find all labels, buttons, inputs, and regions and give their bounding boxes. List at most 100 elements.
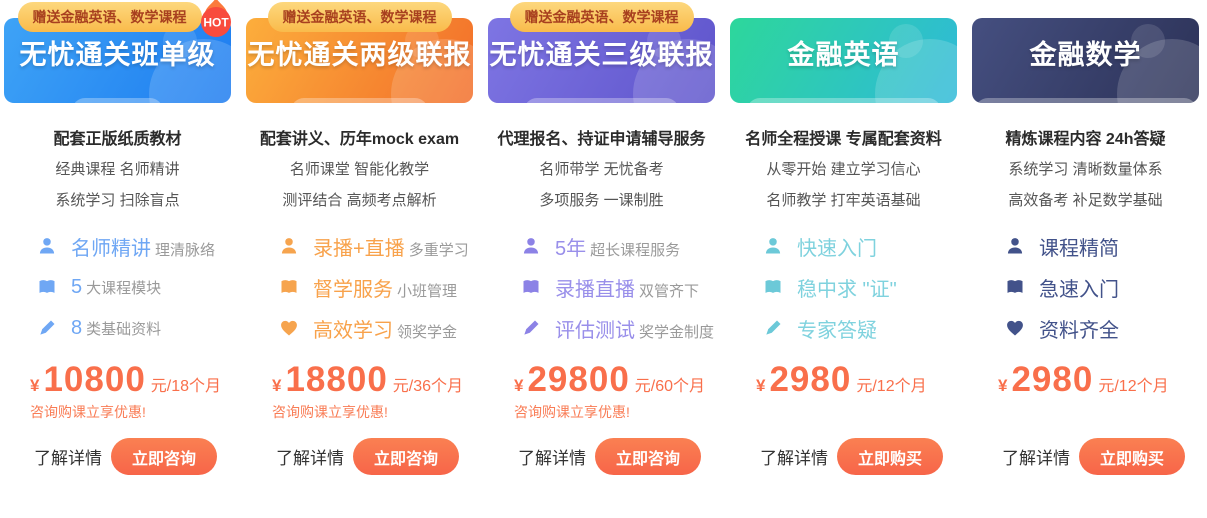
benefit-text: 理清脉络 (155, 241, 216, 259)
benefit-list: 名师精讲 理清脉络 5 大课程模块 8 类基础资料 (4, 232, 231, 342)
currency-symbol: ¥ (30, 376, 40, 395)
cta-button[interactable]: 立即咨询 (594, 438, 701, 475)
card-subtitle-badge: L1/L2任选 (72, 98, 163, 103)
benefit-row: 资料齐全 (1004, 314, 1199, 342)
card-subtitle-badge: 赠配套讲义、CFA重点词汇 (746, 98, 941, 103)
gift-badge: 赠送金融英语、数学课程 (267, 2, 452, 32)
user-icon (278, 235, 300, 257)
book-icon (36, 276, 58, 298)
currency-symbol: ¥ (756, 376, 766, 395)
benefit-text: 领奖学金 (397, 323, 458, 341)
details-link[interactable]: 了解详情 (1002, 449, 1070, 468)
feature-line-bold: 精炼课程内容 24h答疑 (1005, 131, 1166, 148)
promo-note (972, 402, 1199, 422)
benefit-row: 5年 超长课程服务 (520, 232, 715, 260)
price-unit: 元/12个月 (856, 378, 927, 395)
benefit-text: 大课程模块 (86, 279, 162, 297)
cta-button[interactable]: 立即购买 (1078, 438, 1185, 475)
benefit-row: 录播直播 双管齐下 (520, 273, 715, 301)
feature-line: 名师带学 无忧备考 (539, 161, 664, 178)
feature-line: 名师教学 打牢英语基础 (766, 192, 921, 209)
benefit-list: 5年 超长课程服务 录播直播 双管齐下 评估测试 奖学金制度 (488, 232, 715, 342)
price: ¥ 2980 元/12个月 (972, 360, 1199, 400)
feature-line: 测评结合 高频考点解析 (282, 192, 437, 209)
benefit-row: 高效学习 领奖学金 (278, 314, 473, 342)
benefit-list: 快速入门 稳中求 "证" 专家答疑 (730, 232, 957, 342)
card-subtitle-badge: L1~L3全科 一课制胜 (524, 98, 679, 103)
user-icon (520, 235, 542, 257)
promo-note: 咨询购课立享优惠! (514, 404, 630, 420)
price-unit: 元/60个月 (634, 378, 706, 395)
benefit-text: 超长课程服务 (590, 241, 681, 259)
benefit-accent: 评估测试 (555, 319, 635, 342)
course-card: 赠送金融英语、数学课程 无忧通关两级联报 L1+L2联报更优惠 配套讲义、历年m… (246, 0, 473, 475)
details-link[interactable]: 了解详情 (34, 449, 102, 468)
details-link[interactable]: 了解详情 (518, 449, 586, 468)
benefit-accent: 专家答疑 (797, 319, 877, 342)
price-unit: 元/18个月 (150, 378, 222, 395)
feature-line-bold: 代理报名、持证申请辅导服务 (497, 131, 706, 148)
price-unit: 元/12个月 (1098, 378, 1169, 395)
benefit-accent: 录播直播 (555, 278, 635, 301)
flame-icon: HOT (201, 0, 231, 37)
card-header: 金融英语 赠配套讲义、CFA重点词汇 (730, 18, 957, 103)
cta-button[interactable]: 立即咨询 (352, 438, 459, 475)
benefit-row: 督学服务 小班管理 (278, 273, 473, 301)
feature-line: 系统学习 扫除盲点 (55, 192, 180, 209)
benefit-row: 急速入门 (1004, 273, 1199, 301)
benefit-text: 类基础资料 (86, 320, 162, 338)
benefit-row: 专家答疑 (762, 314, 957, 342)
price-amount: 29800 (527, 360, 630, 399)
heart-icon (1004, 317, 1026, 339)
benefit-row: 录播+直播 多重学习 (278, 232, 473, 260)
promo-note: 咨询购课立享优惠! (30, 404, 146, 420)
benefit-list: 课程精简 急速入门 资料齐全 (972, 232, 1199, 342)
benefit-row: 快速入门 (762, 232, 957, 260)
benefit-accent: 5年 (555, 237, 587, 260)
feature-line: 多项服务 一课制胜 (539, 192, 664, 209)
pen-icon (520, 317, 542, 339)
card-subtitle-badge: L1+L2联报更优惠 (291, 98, 428, 103)
benefit-text: 小班管理 (397, 282, 458, 300)
cta-button[interactable]: 立即购买 (836, 438, 943, 475)
card-title: 无忧通关两级联报 (247, 40, 472, 70)
card-header: 无忧通关两级联报 L1+L2联报更优惠 (246, 18, 473, 103)
card-footer: 了解详情 立即购买 (730, 438, 957, 475)
feature-line: 高效备考 补足数学基础 (1008, 192, 1163, 209)
benefit-accent: 急速入门 (1039, 278, 1119, 301)
feature-line: 名师课堂 智能化教学 (289, 161, 430, 178)
benefit-text: 双管齐下 (639, 282, 700, 300)
pricing-cards: 赠送金融英语、数学课程 HOT 无忧通关班单级 L1/L2任选 配套正版纸质教材… (4, 0, 1199, 475)
currency-symbol: ¥ (272, 376, 282, 395)
card-title: 无忧通关三级联报 (489, 40, 714, 70)
benefit-row: 课程精简 (1004, 232, 1199, 260)
price: ¥ 2980 元/12个月 (730, 360, 957, 400)
benefit-accent: 督学服务 (313, 278, 393, 301)
cta-button[interactable]: 立即咨询 (110, 438, 217, 475)
currency-symbol: ¥ (998, 376, 1008, 395)
feature-line: 经典课程 名师精讲 (55, 161, 180, 178)
user-icon (36, 235, 58, 257)
price-unit: 元/36个月 (392, 378, 464, 395)
card-header: 无忧通关班单级 L1/L2任选 (4, 18, 231, 103)
book-icon (520, 276, 542, 298)
feature-line-bold: 名师全程授课 专属配套资料 (745, 131, 942, 148)
course-card: 金融数学 赠配套讲义、思维导图、公式表 精炼课程内容 24h答疑 系统学习 清晰… (972, 0, 1199, 475)
user-icon (1004, 235, 1026, 257)
details-link[interactable]: 了解详情 (276, 449, 344, 468)
details-link[interactable]: 了解详情 (760, 449, 828, 468)
benefit-row: 名师精讲 理清脉络 (36, 232, 231, 260)
heart-icon (278, 317, 300, 339)
card-header: 无忧通关三级联报 L1~L3全科 一课制胜 (488, 18, 715, 103)
benefit-row: 稳中求 "证" (762, 273, 957, 301)
benefit-list: 录播+直播 多重学习 督学服务 小班管理 高效学习 领奖学金 (246, 232, 473, 342)
benefit-accent: 资料齐全 (1039, 319, 1119, 342)
benefit-accent: 5 (71, 275, 83, 298)
benefit-accent: 稳中求 "证" (797, 278, 897, 301)
card-subtitle-badge: 赠配套讲义、思维导图、公式表 (974, 98, 1197, 103)
gift-badge: 赠送金融英语、数学课程 (509, 2, 694, 32)
benefit-accent: 高效学习 (313, 319, 393, 342)
card-footer: 了解详情 立即咨询 (4, 438, 231, 475)
course-card: 金融英语 赠配套讲义、CFA重点词汇 名师全程授课 专属配套资料 从零开始 建立… (730, 0, 957, 475)
course-card: 赠送金融英语、数学课程 HOT 无忧通关班单级 L1/L2任选 配套正版纸质教材… (4, 0, 231, 475)
